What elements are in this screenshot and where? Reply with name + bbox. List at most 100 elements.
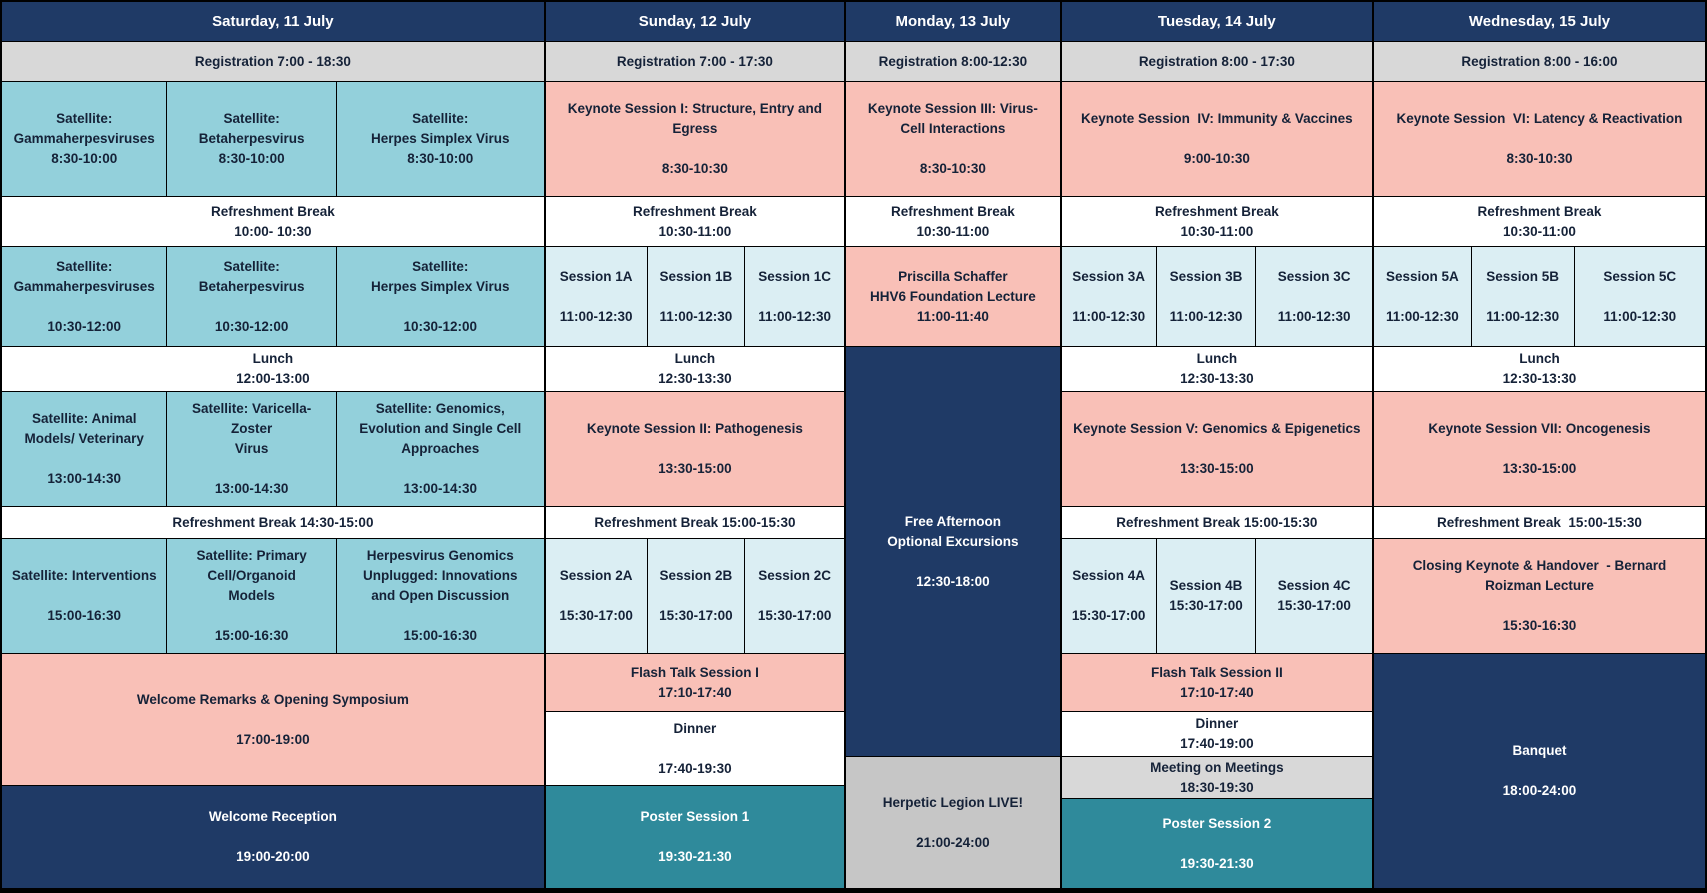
text-line: Herpetic Legion LIVE! [882,794,1024,810]
text-line: Session 3C [1277,268,1351,284]
day-column-monday: Monday, 13 July Registration 8:00-12:30 Ke… [846,2,1062,888]
cell-lunch-wed: Lunch 12:30-13:30 [1373,347,1705,392]
text-line: 10:30-11:00 [1503,223,1576,239]
text-line: Satellite: [412,111,469,126]
text-line: Gammaherpesviruses [13,131,155,146]
text-line: Betaherpesvirus [198,278,305,294]
cell-lunch-tue: Lunch 12:30-13:30 [1061,347,1372,392]
cell-refreshment-break-2-wed: Refreshment Break 15:00-15:30 [1373,507,1705,539]
text-line: Refreshment Break 15:00-15:30 [1437,514,1642,530]
text-line [1420,287,1424,307]
text-line: Models [228,588,275,603]
text-line [1107,287,1111,307]
text-line: Dinner [673,720,717,736]
cell-satellite-gammaherpesviruses-am: Satellite: Gammaherpesviruses 8:30-10:00 [2,82,168,196]
row-satellites-late-am: Satellite: Gammaherpesviruses 10:30-12:00… [2,247,544,347]
text-line: Dinner [1195,716,1239,731]
day-header-label: Wednesday, 15 July [1468,12,1611,30]
text-line: Session 5C [1603,268,1677,284]
text-line: 10:30-12:00 [47,318,121,334]
cell-registration-sat: Registration 7:00 - 18:30 [2,42,544,82]
text-line: Satellite: Genomics, [375,401,505,416]
text-line: 11:00-12:30 [758,308,832,324]
text-line: Welcome Reception [208,809,337,824]
text-line: Registration 8:00-12:30 [878,53,1028,69]
text-line: 15:30-17:00 [757,608,832,623]
text-line: 8:30-10:00 [218,151,285,166]
text-line: Keynote Session I: Structure, Entry and [567,101,823,116]
text-line: 12:30-18:00 [916,573,990,589]
text-line: Cell/Organoid [207,568,296,583]
cell-satellite-hsv-late-am: Satellite: Herpes Simplex Virus 10:30-12:… [337,247,544,346]
text-line [1538,129,1542,149]
day-header-wednesday: Wednesday, 15 July [1373,2,1705,42]
text-line: 13:30-15:00 [1180,461,1254,476]
cell-satellite-betaherpesvirus-am: Satellite: Betaherpesvirus 8:30-10:00 [167,82,337,196]
text-line: 15:30-17:00 [1277,598,1351,613]
text-line: Gammaherpesviruses [13,278,155,294]
text-line: Optional Excursions [887,533,1019,549]
text-line: Keynote Session III: Virus- [867,101,1038,116]
day-column-tuesday: Tuesday, 14 July Registration 8:00 - 17:3… [1061,2,1374,888]
text-line: Betaherpesvirus [198,131,305,146]
cell-keynote-6: Keynote Session VI: Latency & Reactivati… [1373,82,1705,197]
text-line: 10:30-11:00 [916,223,990,239]
cell-welcome-reception: Welcome Reception 19:00-20:00 [2,786,544,888]
text-line: Session 5B [1486,268,1560,284]
day-column-wednesday: Wednesday, 15 July Registration 8:00 - 16… [1373,2,1705,888]
text-line: 8:30-10:30 [661,161,728,176]
text-line: 12:30-13:30 [658,371,732,386]
text-line: 19:30-21:30 [658,849,732,864]
cell-keynote-2: Keynote Session II: Pathogenesis 13:30-1… [545,392,845,507]
text-line: Satellite: Primary [196,548,307,563]
cell-herpetic-legion-live: Herpetic Legion LIVE! 21:00-24:00 [846,757,1060,888]
row-satellites-early-pm: Satellite: Animal Models/ Veterinary 13:0… [2,392,544,507]
text-line: Models/ Veterinary [24,431,144,446]
text-line: Refreshment Break 15:00-15:30 [1116,514,1318,530]
cell-banquet: Banquet 18:00-24:00 [1373,654,1705,888]
cell-session-1b: Session 1B 11:00-12:30 [648,247,746,346]
text-line: 11:00-12:30 [559,308,633,324]
row-sessions-4: Session 4A 15:30-17:00 Session 4B 15:30-17… [1061,539,1372,654]
day-column-sunday: Sunday, 12 July Registration 7:00 - 17:30… [545,2,847,888]
text-line: Egress [672,121,718,136]
cell-refreshment-break-1-mon: Refreshment Break 10:30-11:00 [846,197,1060,247]
cell-satellite-genomics: Satellite: Genomics, Evolution and Single… [337,392,544,506]
cell-registration-mon: Registration 8:00-12:30 [846,42,1060,82]
cell-poster-session-1: Poster Session 1 19:30-21:30 [545,786,845,888]
cell-registration-sun: Registration 7:00 - 17:30 [545,42,845,82]
text-line: Welcome Remarks & Opening Symposium [136,691,409,707]
cell-session-3a: Session 3A 11:00-12:30 [1062,247,1157,346]
text-line: Roizman Lecture [1485,578,1594,593]
cell-session-1c: Session 1C 11:00-12:30 [745,247,844,346]
day-header-label: Tuesday, 14 July [1157,12,1276,30]
text-line: Keynote Session II: Pathogenesis [586,421,803,436]
day-header-label: Saturday, 11 July [212,12,334,30]
text-line: Cell Interactions [900,121,1006,136]
text-line: Satellite: [223,111,280,126]
text-line: HHV6 Foundation Lecture [870,288,1036,304]
text-line [951,139,955,159]
text-line [793,287,797,307]
cell-refreshment-break-2-sat: Refreshment Break 14:30-15:00 [2,507,544,539]
text-line [438,459,442,479]
text-line [693,739,697,759]
text-line: Lunch [252,351,294,366]
text-line: Closing Keynote & Handover - Bernard [1412,558,1667,573]
text-line: Session 4C [1277,578,1351,593]
text-line: Registration 7:00 - 18:30 [194,53,351,69]
cell-satellite-animal-models: Satellite: Animal Models/ Veterinary 13:0… [2,392,168,506]
row-satellites-early-am: Satellite: Gammaherpesviruses 8:30-10:00 Sa… [2,82,544,197]
text-line: Session 3A [1072,268,1146,284]
text-line: Session 2B [659,568,733,583]
cell-lunch-sat: Lunch 12:00-13:00 [2,347,544,392]
text-line [1312,287,1316,307]
text-line: 18:00-24:00 [1502,783,1577,798]
text-line: Herpes Simplex Virus [371,131,510,146]
text-line [694,586,698,606]
text-line: Satellite: [56,258,113,274]
text-line [594,287,598,307]
cell-closing-keynote: Closing Keynote & Handover - Bernard Roiz… [1373,539,1705,654]
text-line: 10:00- 10:30 [234,223,312,239]
